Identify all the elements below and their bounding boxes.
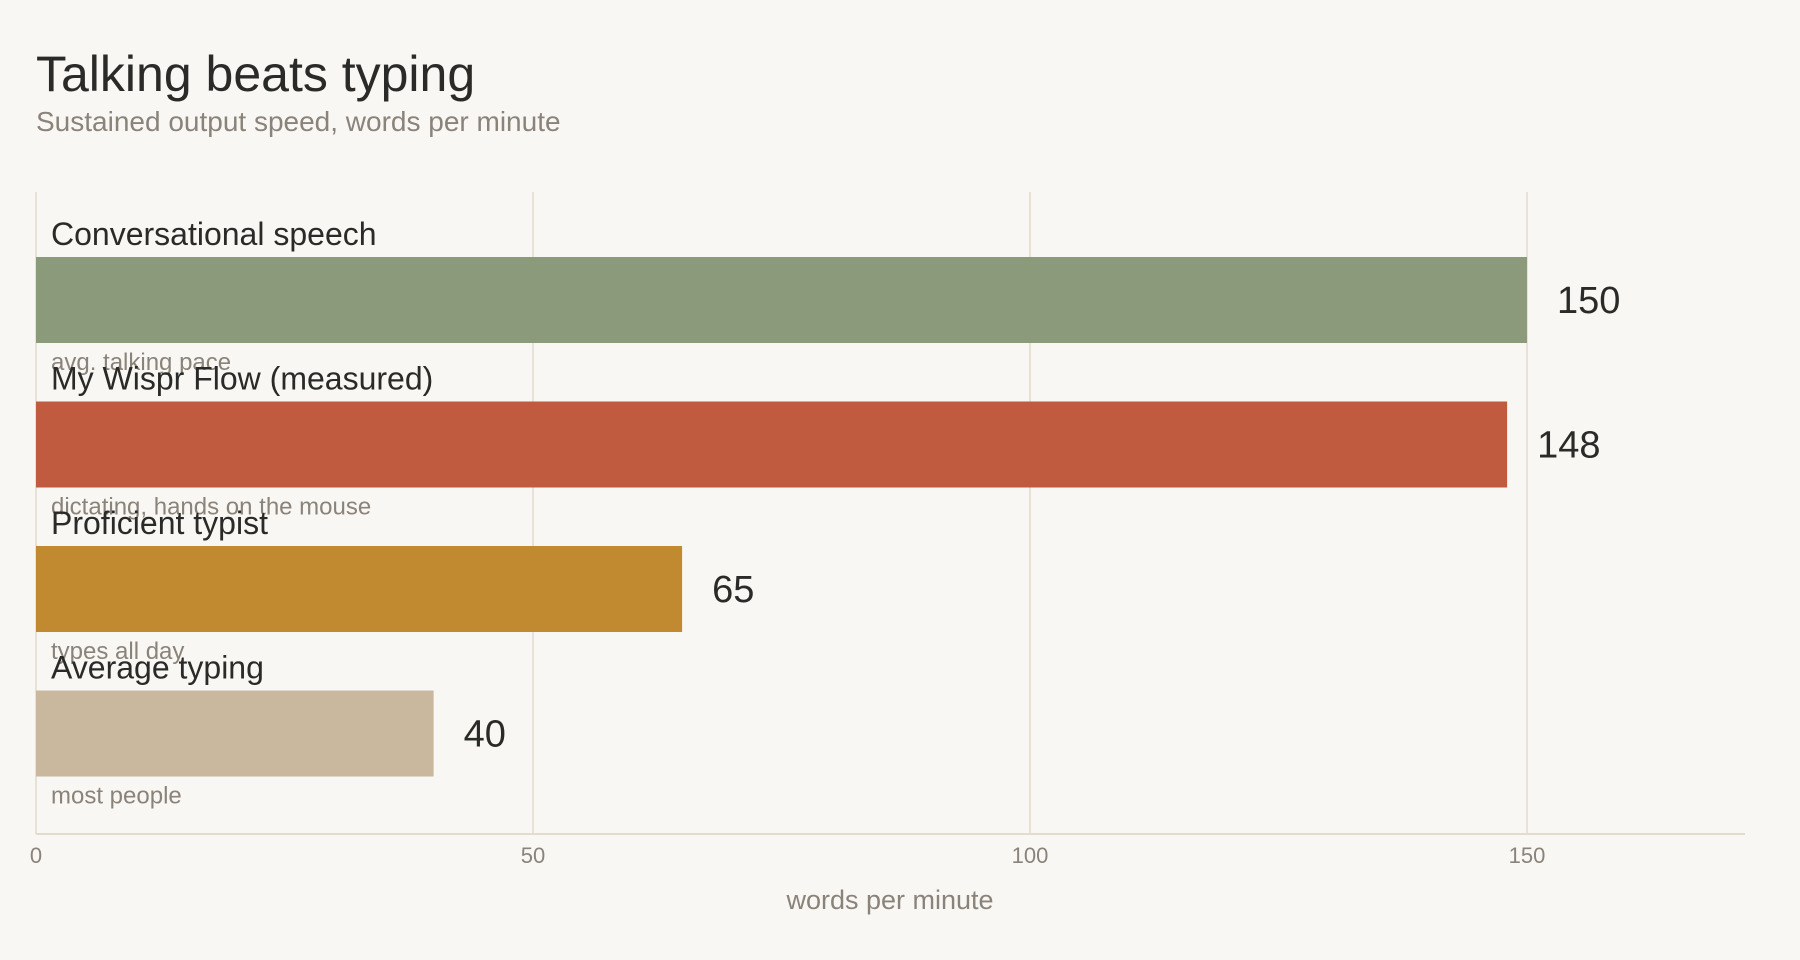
x-tick-label-50: 50 <box>521 843 545 868</box>
x-tick-label-150: 150 <box>1509 843 1546 868</box>
bar-average-typing <box>36 690 434 777</box>
category-label-average-typing: Average typing <box>51 650 264 686</box>
bar-my-wispr-flow-measured <box>36 401 1508 488</box>
category-label-proficient-typist: Proficient typist <box>51 505 268 541</box>
value-label-proficient-typist: 65 <box>712 569 754 611</box>
note-label-my-wispr-flow-measured: dictating, hands on the mouse <box>51 494 371 521</box>
note-label-average-typing: most people <box>51 783 182 810</box>
category-label-conversational-speech: Conversational speech <box>51 216 377 252</box>
x-tick-label-0: 0 <box>30 843 42 868</box>
value-label-average-typing: 40 <box>464 714 506 756</box>
note-label-conversational-speech: avg. talking pace <box>51 349 231 376</box>
note-label-proficient-typist: types all day <box>51 638 184 665</box>
x-tick-label-100: 100 <box>1012 843 1049 868</box>
category-label-my-wispr-flow-measured: My Wispr Flow (measured) <box>51 361 433 397</box>
bar-conversational-speech <box>36 257 1527 343</box>
value-label-conversational-speech: 150 <box>1557 280 1620 322</box>
value-label-my-wispr-flow-measured: 148 <box>1537 425 1600 467</box>
bar-proficient-typist <box>36 546 683 632</box>
chart-title: Talking beats typing <box>36 46 476 102</box>
chart-subtitle: Sustained output speed, words per minute <box>36 106 561 137</box>
x-axis-label: words per minute <box>785 885 993 915</box>
